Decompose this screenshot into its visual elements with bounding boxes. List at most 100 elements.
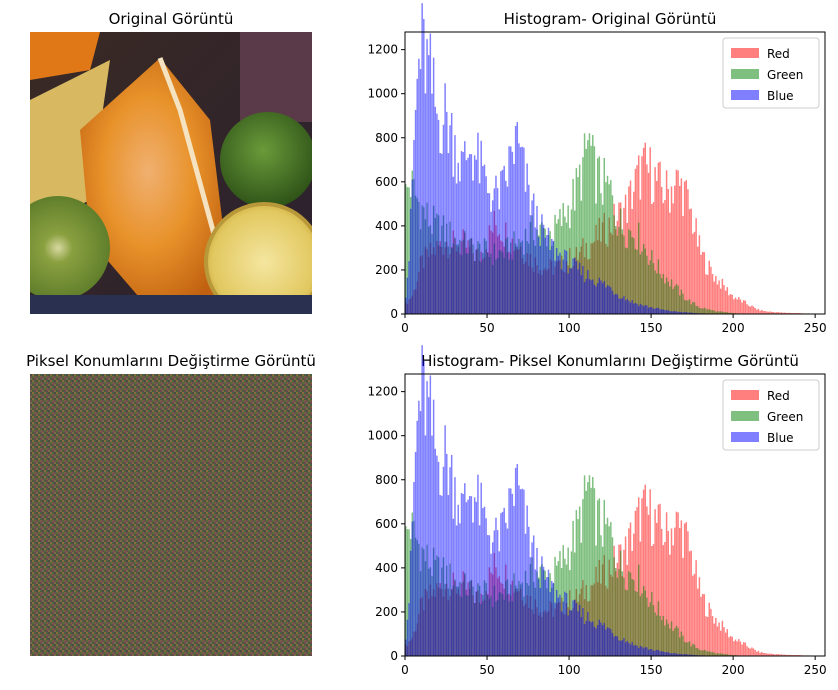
bar-blue xyxy=(572,600,574,656)
bar-red xyxy=(685,180,688,314)
bar-red xyxy=(703,594,706,656)
bar-red xyxy=(672,203,674,314)
bar-blue xyxy=(639,303,642,314)
bar-green xyxy=(677,627,679,656)
bar-blue xyxy=(495,517,497,656)
bar-red xyxy=(728,637,730,656)
bar-blue xyxy=(677,311,679,314)
bar-blue xyxy=(442,124,445,314)
bar-red xyxy=(734,297,737,314)
bar-blue xyxy=(603,623,605,656)
bar-red xyxy=(744,300,747,314)
bar-red xyxy=(779,312,781,314)
bar-green xyxy=(667,623,669,656)
bar-green xyxy=(619,208,622,314)
bar-blue xyxy=(657,307,660,314)
bar-blue xyxy=(660,651,663,656)
bar-green xyxy=(601,546,604,656)
bar-red xyxy=(692,233,694,314)
bar-green xyxy=(710,651,712,656)
bar-blue xyxy=(518,485,520,656)
bar-red xyxy=(649,147,651,314)
bar-blue xyxy=(547,227,550,314)
bar-red xyxy=(741,302,743,314)
bar-green xyxy=(656,615,658,656)
bar-green xyxy=(724,654,727,656)
bar-blue xyxy=(500,171,502,314)
bar-red xyxy=(718,622,720,656)
x-tick-label: 50 xyxy=(479,321,494,335)
bar-blue xyxy=(552,240,555,314)
x-tick-label: 100 xyxy=(558,663,581,677)
bar-blue xyxy=(536,205,538,314)
bar-red xyxy=(656,180,658,314)
bar-blue xyxy=(487,193,489,314)
bar-blue xyxy=(478,525,481,656)
bar-blue xyxy=(421,345,423,656)
bar-red xyxy=(646,164,648,314)
bar-green xyxy=(628,571,630,656)
bar-blue xyxy=(539,245,542,314)
bar-red xyxy=(680,178,683,314)
bar-blue xyxy=(628,642,630,656)
bar-blue xyxy=(485,176,487,314)
bar-red xyxy=(721,278,724,314)
bar-blue xyxy=(524,533,527,656)
bar-red xyxy=(695,560,697,656)
bar-red xyxy=(751,647,753,656)
bar-blue xyxy=(432,399,435,656)
bar-blue xyxy=(511,493,514,656)
bar-green xyxy=(654,612,656,656)
bar-red xyxy=(793,654,796,656)
bar-blue xyxy=(672,653,674,656)
bar-blue xyxy=(672,311,674,314)
bar-green xyxy=(626,590,628,656)
bar-blue xyxy=(454,135,456,314)
bar-green xyxy=(606,517,609,656)
bar-green xyxy=(660,620,663,656)
bar-blue xyxy=(414,451,417,656)
bar-red xyxy=(670,186,673,314)
bar-blue xyxy=(503,507,505,656)
bar-green xyxy=(588,475,591,656)
bar-blue xyxy=(624,300,627,314)
bar-blue xyxy=(618,298,620,314)
bar-blue xyxy=(468,154,471,314)
bar-blue xyxy=(419,69,422,314)
bar-green xyxy=(690,304,692,314)
bar-blue xyxy=(610,629,612,656)
bar-blue xyxy=(593,284,596,314)
x-tick-label: 200 xyxy=(722,321,745,335)
bar-blue xyxy=(583,624,586,656)
bar-blue xyxy=(642,648,645,656)
bar-blue xyxy=(587,270,589,314)
bar-blue xyxy=(427,397,430,656)
bar-blue xyxy=(659,651,661,656)
bar-red xyxy=(674,185,676,314)
bar-green xyxy=(731,312,733,314)
bar-blue xyxy=(470,496,473,656)
bar-blue xyxy=(570,610,573,656)
bar-blue xyxy=(662,309,665,314)
bar-blue xyxy=(423,360,425,656)
bar-blue xyxy=(505,180,507,314)
bar-green xyxy=(603,499,605,656)
bar-red xyxy=(660,528,663,656)
bar-blue xyxy=(523,147,525,314)
bar-blue xyxy=(687,312,689,314)
bar-blue xyxy=(647,649,650,656)
bar-green xyxy=(633,238,635,314)
bar-blue xyxy=(523,489,525,656)
bar-red xyxy=(690,550,692,656)
bar-blue xyxy=(641,646,643,656)
bar-red xyxy=(747,647,750,656)
bar-blue xyxy=(455,183,458,314)
bar-blue xyxy=(542,566,545,656)
bar-green xyxy=(685,300,688,314)
bar-red xyxy=(700,596,702,656)
bar-green xyxy=(623,235,625,314)
bar-red xyxy=(667,189,669,314)
bar-green xyxy=(700,308,702,314)
bar-green xyxy=(715,311,717,314)
bar-red xyxy=(695,218,697,314)
